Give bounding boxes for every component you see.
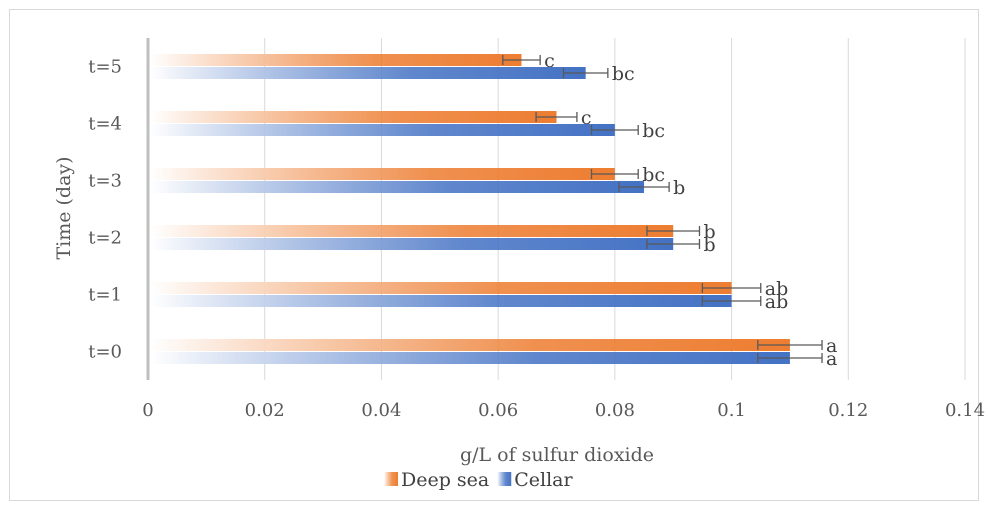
data-label: b <box>703 221 715 243</box>
error-bar <box>535 112 578 122</box>
error-bar <box>590 169 639 179</box>
bar-cellar <box>150 67 586 79</box>
y-tick-label: t=5 <box>88 57 122 78</box>
error-bar <box>646 226 701 236</box>
y-tick-label: t=0 <box>88 342 122 363</box>
y-tick-label: t=4 <box>88 114 122 135</box>
legend-swatch <box>384 472 398 486</box>
data-label: b <box>703 234 715 256</box>
bar-deep-sea <box>150 225 674 237</box>
y-tick-label: t=2 <box>88 228 122 249</box>
bar-deep-sea <box>150 54 522 66</box>
legend-label: Deep sea <box>401 469 489 491</box>
data-label: bc <box>612 63 635 85</box>
x-tick-label: 0.04 <box>361 400 401 421</box>
error-bar <box>502 55 541 65</box>
y-tick-label: t=3 <box>88 171 122 192</box>
y-tick-label: t=1 <box>88 285 122 306</box>
x-axis-title: g/L of sulfur dioxide <box>460 444 654 466</box>
bar-cellar <box>150 181 645 193</box>
error-bar <box>562 68 609 78</box>
data-label: a <box>826 335 837 357</box>
data-label: bc <box>642 164 665 186</box>
bar-cellar <box>150 295 732 307</box>
bar-deep-sea <box>150 282 732 294</box>
x-tick-label: 0.14 <box>945 400 985 421</box>
legend-label: Cellar <box>514 469 573 491</box>
error-bar <box>618 182 670 192</box>
data-label: bc <box>642 120 665 142</box>
x-tick-label: 0.12 <box>828 400 868 421</box>
legend-swatch <box>497 472 512 486</box>
data-label: c <box>544 50 555 72</box>
bar-cellar <box>150 352 790 364</box>
data-label: ab <box>765 291 789 313</box>
data-label: ab <box>765 278 789 300</box>
x-tick-label: 0.08 <box>595 400 635 421</box>
bar-cellar <box>150 238 674 250</box>
error-bar <box>590 125 639 135</box>
y-tick-labels: t=0 t=1 t=2 t=3 t=4 t=5 <box>88 57 122 363</box>
data-label: a <box>826 348 837 370</box>
data-label: b <box>673 177 685 199</box>
x-tick-label: 0.1 <box>717 400 746 421</box>
bar-deep-sea <box>150 339 790 351</box>
bar-deep-sea <box>150 111 557 123</box>
error-bar <box>757 353 823 363</box>
error-bar <box>701 283 762 293</box>
error-bar <box>701 296 762 306</box>
x-tick-label: 0.02 <box>245 400 285 421</box>
bar-deep-sea <box>150 168 615 180</box>
x-tick-label: 0 <box>142 400 153 421</box>
bar-cellar <box>150 124 615 136</box>
data-label: c <box>581 107 592 129</box>
legend: Deep sea Cellar <box>384 469 574 491</box>
y-axis-title: Time (day) <box>53 156 75 259</box>
error-bar <box>757 340 823 350</box>
x-tick-label: 0.06 <box>478 400 518 421</box>
error-bar <box>646 239 701 249</box>
x-tick-labels: 0 0.02 0.04 0.06 0.08 0.1 0.12 0.14 <box>142 400 985 421</box>
gridlines <box>146 38 966 380</box>
chart-frame <box>9 9 979 501</box>
